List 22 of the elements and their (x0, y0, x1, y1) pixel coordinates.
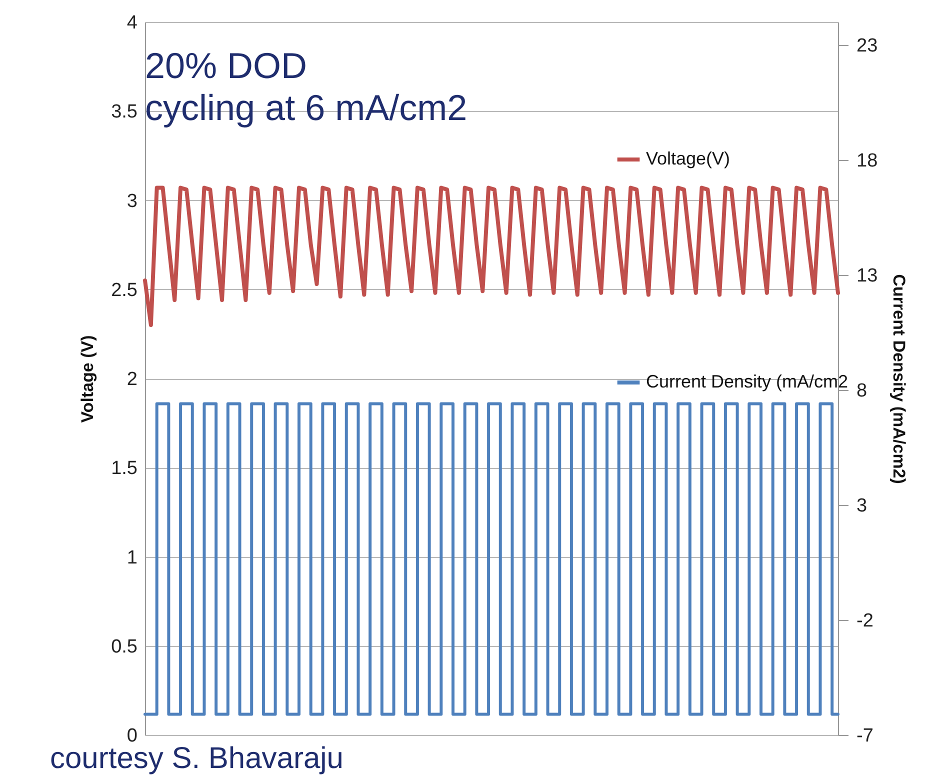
y-tick-label: 2 (126, 369, 138, 390)
y2-tick-label: -2 (856, 610, 874, 632)
y2-tick-label: 18 (856, 150, 878, 172)
y-tick-label: 3.5 (111, 102, 138, 123)
y-tick-label: 2.5 (111, 280, 138, 301)
y-axis-title: Voltage (V) (78, 335, 98, 423)
y-tick-label: 1.5 (111, 458, 138, 480)
line-series (143, 186, 840, 328)
text: 20% DOD (145, 45, 308, 86)
y-tick-label: 1 (126, 547, 138, 568)
y2-tick-label: -7 (856, 726, 874, 746)
y2-tick-label: 8 (856, 380, 868, 402)
y2-tick-label: 23 (856, 36, 878, 56)
y2-tick-label: 13 (856, 266, 878, 286)
y2-axis-title: Current Density (mA/cm2) (890, 274, 909, 484)
y-tick-label: 0.5 (111, 636, 138, 658)
y-tick-label: 3 (126, 190, 138, 212)
legend-label: Current Density (mA/cm2 (646, 372, 848, 392)
y-tick-label: 4 (126, 12, 138, 34)
text: cycling at 6 mA/cm2 (145, 87, 468, 128)
y2-tick-label: 3 (856, 496, 868, 516)
legend-label: Voltage(V) (646, 148, 730, 168)
